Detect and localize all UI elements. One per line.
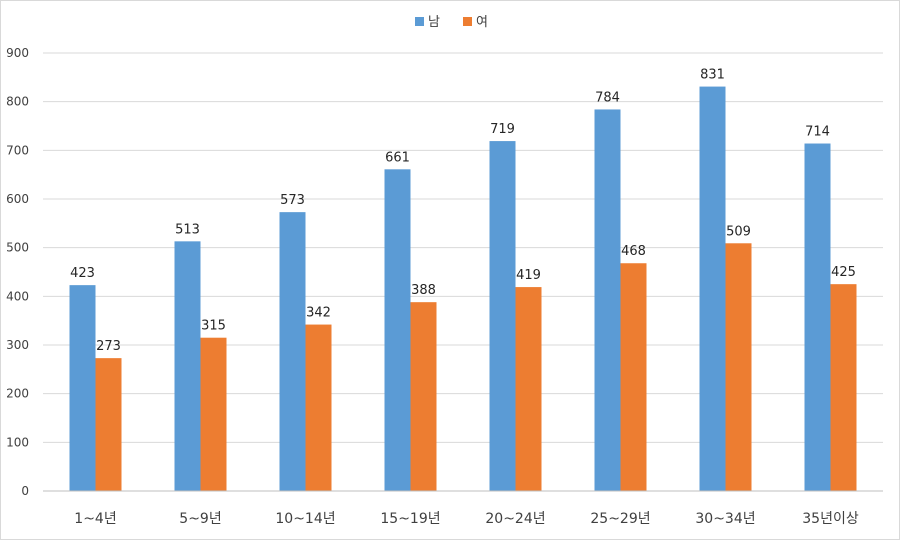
x-tick-label: 5~9년 bbox=[179, 511, 221, 527]
x-tick-label: 15~19년 bbox=[380, 511, 440, 527]
x-axis: 1~4년 5~9년 10~14년 15~19년 20~24년 25~29년 30~34년 35… bbox=[43, 490, 883, 527]
data-label: 831 bbox=[700, 68, 725, 83]
bar-female bbox=[830, 284, 857, 491]
data-label: 513 bbox=[175, 222, 200, 237]
bar-male bbox=[69, 285, 96, 491]
bar-female bbox=[200, 337, 227, 491]
data-label: 719 bbox=[490, 122, 515, 137]
y-tick-label: 0 bbox=[21, 484, 29, 498]
legend-label: 여 bbox=[476, 15, 488, 30]
bar-male bbox=[384, 169, 411, 491]
bars bbox=[69, 86, 857, 491]
bar-female bbox=[305, 324, 332, 491]
data-label: 388 bbox=[411, 283, 436, 298]
y-tick-label: 500 bbox=[6, 241, 29, 255]
y-tick-label: 800 bbox=[6, 95, 29, 109]
y-axis-ticks: 0 100 200 300 400 500 600 700 800 900 bbox=[6, 46, 29, 498]
bar-female bbox=[725, 243, 752, 491]
data-label: 784 bbox=[595, 90, 620, 105]
data-label: 342 bbox=[306, 306, 331, 321]
bar-female bbox=[515, 287, 542, 491]
legend-label: 남 bbox=[428, 15, 440, 30]
y-tick-label: 100 bbox=[6, 435, 29, 449]
data-label: 714 bbox=[805, 125, 830, 140]
legend-item: 남 bbox=[415, 15, 440, 30]
y-tick-label: 300 bbox=[6, 338, 29, 352]
bar-female bbox=[95, 358, 122, 491]
data-label: 423 bbox=[70, 266, 95, 281]
bar-female bbox=[410, 302, 437, 491]
x-tick-label: 35년이상 bbox=[802, 511, 859, 527]
data-label: 273 bbox=[96, 339, 121, 354]
data-label: 573 bbox=[280, 193, 305, 208]
legend-swatch bbox=[415, 17, 424, 26]
y-tick-label: 700 bbox=[6, 143, 29, 157]
data-label: 425 bbox=[831, 265, 856, 280]
y-tick-label: 900 bbox=[6, 46, 29, 60]
y-tick-label: 200 bbox=[6, 387, 29, 401]
bar-male bbox=[699, 86, 726, 491]
y-tick-label: 600 bbox=[6, 192, 29, 206]
gridlines bbox=[43, 52, 883, 443]
data-label: 661 bbox=[385, 150, 410, 165]
x-tick-label: 10~14년 bbox=[275, 511, 335, 527]
data-label: 468 bbox=[621, 244, 646, 259]
y-tick-label: 400 bbox=[6, 289, 29, 303]
legend-swatch bbox=[463, 17, 472, 26]
x-tick-label: 20~24년 bbox=[485, 511, 545, 527]
bar-male bbox=[489, 141, 516, 491]
x-tick-label: 25~29년 bbox=[590, 511, 650, 527]
bar-male bbox=[804, 143, 831, 491]
data-labels: 423 273 513 315 573 342 661 388 719 419 784 468 831 5… bbox=[70, 68, 856, 355]
data-label: 419 bbox=[516, 268, 541, 283]
data-label: 315 bbox=[201, 319, 226, 334]
bar-male bbox=[174, 241, 201, 491]
data-label: 509 bbox=[726, 224, 751, 239]
x-tick-label: 30~34년 bbox=[695, 511, 755, 527]
bar-male bbox=[594, 109, 621, 491]
bar-male bbox=[279, 212, 306, 491]
x-tick-label: 1~4년 bbox=[74, 511, 116, 527]
bar-female bbox=[620, 263, 647, 491]
legend-item: 여 bbox=[463, 15, 488, 30]
